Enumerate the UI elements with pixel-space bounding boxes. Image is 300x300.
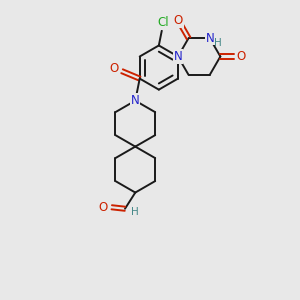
Text: N: N <box>174 50 182 63</box>
Text: O: O <box>109 62 119 75</box>
Text: Cl: Cl <box>158 16 169 29</box>
Text: O: O <box>174 14 183 27</box>
Text: O: O <box>236 50 245 63</box>
Text: N: N <box>131 94 140 107</box>
Text: H: H <box>130 207 138 217</box>
Text: H: H <box>214 38 222 48</box>
Text: O: O <box>99 201 108 214</box>
Text: N: N <box>206 32 214 45</box>
